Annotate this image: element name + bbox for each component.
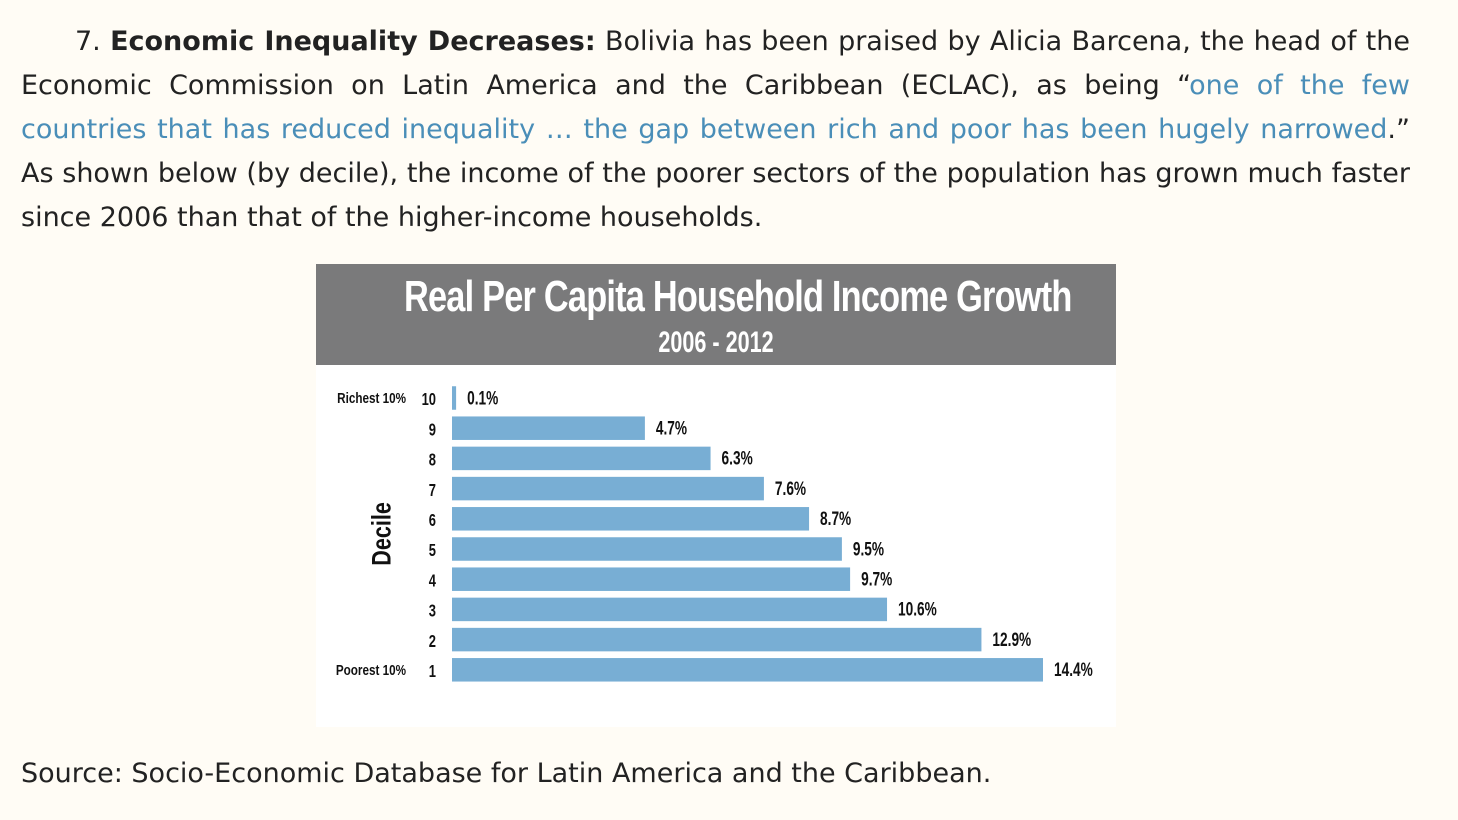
value-label-decile-4: 9.7% — [861, 568, 892, 590]
value-label-decile-9: 4.7% — [656, 417, 687, 439]
chart-title: Real Per Capita Household Income Growth — [404, 272, 1072, 321]
tick-label-decile-2: 2 — [429, 632, 436, 652]
source-note: Source: Socio-Economic Database for Lati… — [21, 758, 992, 789]
value-label-decile-10: 0.1% — [467, 387, 498, 409]
value-label-decile-8: 6.3% — [722, 447, 753, 469]
category-note-decile-10: Richest 10% — [337, 390, 406, 407]
bar-decile-10 — [452, 386, 457, 410]
value-label-decile-2: 12.9% — [992, 629, 1031, 651]
paragraph-text-before: Bolivia has been praised by Alicia Barce… — [21, 26, 1410, 101]
chart-subtitle: 2006 - 2012 — [658, 326, 774, 359]
tick-label-decile-3: 3 — [429, 602, 436, 622]
tick-label-decile-10: 10 — [422, 390, 437, 410]
income-growth-chart: Real Per Capita Household Income Growth … — [316, 264, 1116, 727]
chart-header: Real Per Capita Household Income Growth … — [316, 264, 1116, 365]
value-label-decile-5: 9.5% — [853, 538, 884, 560]
bar-decile-3 — [452, 597, 888, 622]
bar-decile-6 — [452, 507, 810, 531]
paragraph-text-after: .” As shown below (by decile), the incom… — [21, 114, 1410, 233]
y-axis-label: Decile — [367, 502, 397, 566]
item-number: 7. — [75, 26, 101, 57]
bar-decile-4 — [452, 567, 851, 591]
tick-label-decile-6: 6 — [429, 511, 436, 531]
value-label-decile-1: 14.4% — [1054, 659, 1093, 681]
bar-decile-5 — [452, 537, 842, 561]
value-label-decile-3: 10.6% — [898, 598, 937, 620]
tick-label-decile-1: 1 — [429, 662, 436, 682]
tick-label-decile-7: 7 — [429, 481, 436, 501]
bar-decile-7 — [452, 476, 764, 501]
tick-label-decile-5: 5 — [429, 541, 436, 561]
bar-decile-8 — [452, 446, 711, 471]
bar-decile-1 — [452, 658, 1043, 682]
value-label-decile-7: 7.6% — [775, 478, 806, 500]
article-paragraph: 7. Economic Inequality Decreases: Bolivi… — [21, 20, 1410, 240]
tick-label-decile-4: 4 — [429, 571, 436, 591]
eclac-quote-link[interactable]: one of the few countries that has reduce… — [21, 70, 1410, 145]
section-heading: Economic Inequality Decreases: — [110, 26, 596, 57]
category-note-decile-1: Poorest 10% — [336, 661, 406, 678]
bar-decile-2 — [452, 627, 982, 652]
tick-label-decile-8: 8 — [429, 451, 436, 471]
bar-decile-9 — [452, 416, 645, 440]
value-label-decile-6: 8.7% — [820, 508, 851, 530]
chart-plot: 0.1% 10 Richest 10% 4.7% 9 6.3% 8 7.6% 7 8.7% 6 9.5… — [336, 386, 1093, 682]
tick-label-decile-9: 9 — [429, 420, 436, 440]
